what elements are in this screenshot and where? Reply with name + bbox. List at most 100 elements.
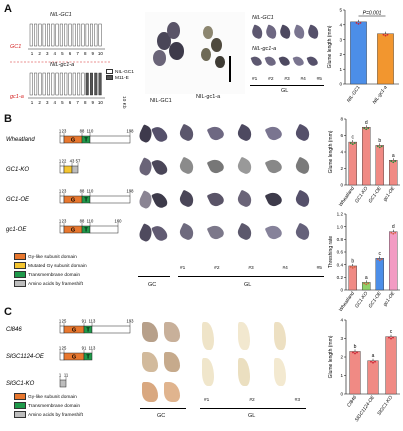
bar [385, 336, 397, 395]
data-point [384, 34, 387, 37]
chromosome-bar [68, 72, 72, 96]
photo-label-nil-gc1a: NIL-gc1-a [196, 94, 221, 100]
seed-photo [264, 189, 284, 209]
chromosome-bar [98, 72, 102, 96]
panel-c-gl-photos [198, 318, 308, 418]
position-label: 88 [80, 219, 85, 224]
glume-thumb [278, 54, 291, 68]
data-point [372, 361, 374, 364]
seed-photo [177, 222, 197, 242]
construct-segment [59, 165, 65, 174]
legend-mutated: Mutated Gγ subunit domain [14, 262, 87, 269]
data-point [390, 337, 392, 340]
y-tick-label: 0.4 [337, 262, 344, 267]
position-label: 1 [59, 159, 62, 164]
x-tick-label: GC1-OE [367, 290, 383, 309]
significance-letter: a [365, 275, 368, 281]
legend-nil-gc1: NIL-GC1 [106, 69, 134, 75]
chromosome-bar [34, 23, 38, 47]
construct-segment [83, 352, 93, 361]
domain-letter: G [72, 328, 76, 334]
seed-photo [151, 223, 169, 243]
construct-segment [59, 225, 65, 234]
domain-letter: T [84, 228, 88, 234]
x-tick-label: NIL-GC1 [346, 84, 362, 103]
gl-caption-b: GL [244, 282, 252, 288]
chart-b-glume: Glume length (mm)02468cWheatlanddGC1-KOb… [328, 117, 400, 208]
chromosome-bar [77, 23, 81, 47]
seed-photo [274, 358, 286, 386]
construct-segment [91, 325, 131, 334]
domain-letter: G [71, 138, 75, 144]
position-label: 23 [62, 219, 67, 224]
y-axis-label: Threshing rate [328, 236, 334, 268]
marker-tick-label: 10 [98, 100, 104, 105]
y-axis-label: Glume length (mm) [328, 335, 334, 378]
seed-photo [293, 222, 313, 242]
construct-segment [59, 352, 65, 361]
significance-letter: c [379, 251, 382, 257]
construct-name: Cl846 [6, 327, 22, 333]
gl-underline [250, 85, 324, 86]
gl-caption-c: GL [248, 413, 256, 419]
domain-letter: G [71, 198, 75, 204]
chromosome-bar [68, 23, 72, 47]
panel-b-legend: Gγ-like subunit domain Mutated Gγ subuni… [14, 253, 87, 287]
construct-segment [59, 135, 65, 144]
data-point [352, 351, 354, 354]
y-tick-label: 0 [340, 183, 343, 188]
marker-bars: 1 2 3 4 5 6 7 8 9 101 2 3 4 5 6 7 8 9 10 [10, 23, 110, 105]
marker-tick-label: 2 [38, 51, 41, 56]
glume-thumb [250, 54, 263, 68]
y-tick-label: 0.2 [337, 275, 344, 280]
position-label: 1 [59, 346, 62, 351]
seed-photo [137, 223, 155, 243]
seed-photo [264, 222, 284, 242]
y-tick-label: 0.8 [337, 237, 344, 242]
seed-photo [137, 190, 155, 210]
chart-a-glume: Glume length (mm) 0 1 2 3 4 5 NIL-GC1 NIL-gc1-a P… [327, 8, 399, 105]
seed-photo [137, 124, 155, 144]
position-label: 88 [80, 129, 85, 134]
chromosome-bar [55, 72, 59, 96]
position-label: 110 [87, 189, 94, 194]
data-point [351, 143, 354, 145]
data-point [365, 128, 368, 131]
x-tick-label: GC1-OE [367, 185, 383, 204]
significance-letter: d [392, 224, 395, 230]
panel-label-a: A [4, 3, 12, 15]
y-tick-label: 2 [339, 52, 342, 57]
gl-numbers: #1 #2 #3 #4 #5 [252, 77, 322, 82]
position-label: 113 [89, 319, 96, 324]
position-label: 23 [62, 129, 67, 134]
data-point [376, 258, 379, 261]
position-label: 1 [59, 219, 62, 224]
position-label: 25 [62, 346, 67, 351]
marker-tick-label: 6 [69, 51, 72, 56]
position-label: 198 [127, 129, 135, 134]
significance-letter: b [351, 258, 354, 264]
gl-row-label-2: NIL-gc1-a [252, 46, 277, 52]
domain-letter: G [71, 228, 75, 234]
glume-thumb [292, 54, 305, 68]
data-point [349, 266, 352, 268]
chromosome-bar [29, 72, 33, 96]
glume-thumb [306, 24, 321, 40]
seed-photo [293, 189, 313, 209]
chromosome-bar [38, 23, 42, 47]
bar [375, 258, 385, 291]
chromosome-bar [72, 23, 76, 47]
bar [389, 160, 398, 186]
y-tick-label: 1 [339, 67, 342, 72]
bar [367, 360, 379, 395]
data-point [365, 283, 368, 286]
seed-photo [235, 222, 255, 242]
legend-tm: Transmembrane domain [14, 271, 87, 278]
seed-photo [151, 124, 169, 144]
gc-underline-b [138, 276, 170, 277]
x-tick-label: Cl846 [346, 394, 358, 408]
data-point [390, 160, 393, 163]
chromosome-bar [47, 23, 51, 47]
marker-tick-label: 3 [46, 51, 49, 56]
